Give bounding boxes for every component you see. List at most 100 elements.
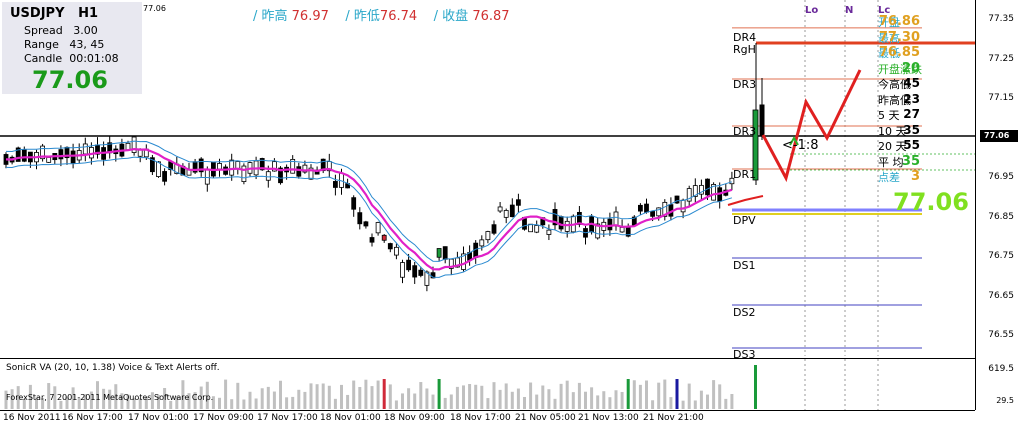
volume-bar — [144, 397, 148, 409]
stats-row-value: 27 — [903, 107, 920, 121]
candle — [619, 227, 625, 233]
volume-bar — [120, 393, 124, 409]
volume-bar — [35, 397, 38, 409]
candle-row: Candle 00:01:08 — [24, 52, 119, 65]
candle — [577, 211, 582, 225]
candle — [46, 157, 52, 163]
time-tick: 16 Nov 2011 — [3, 413, 61, 423]
candle — [442, 246, 448, 260]
candle — [406, 259, 412, 271]
volume-bar — [645, 380, 648, 409]
small-price: 77.06 — [143, 4, 166, 13]
volume-bar — [480, 385, 484, 409]
main-chart-pane[interactable]: USDJPY H1 Spread 3.00 Range 43, 45 Candl… — [0, 0, 975, 361]
candle — [40, 145, 45, 160]
volume-bar — [16, 386, 20, 409]
time-axis[interactable]: 16 Nov 2011 16 Nov 17:00 17 Nov 01:00 17 No… — [0, 410, 975, 426]
ma-blue-upper — [5, 140, 733, 262]
volume-bar — [559, 383, 563, 409]
price-tick: 77.35 — [988, 14, 1014, 24]
candle — [705, 178, 710, 196]
stats-row-value: 55 — [903, 138, 920, 152]
volume-bar — [163, 387, 167, 409]
level-ds1: DS1 — [733, 259, 756, 272]
volume-bar — [529, 382, 533, 409]
price-tick: 76.85 — [988, 211, 1014, 222]
volume-bar — [425, 388, 429, 409]
volume-bar — [242, 399, 246, 409]
time-tick: 21 Nov 05:00 — [515, 413, 576, 423]
level-ds3: DS3 — [733, 348, 756, 361]
volume-bar — [150, 392, 154, 409]
level-dr4: DR4 — [733, 31, 757, 44]
stats-row-value: 76.86 — [878, 14, 920, 29]
ratio-label: <-1:8 — [782, 138, 819, 153]
candle — [412, 265, 418, 278]
volume-bar — [327, 385, 331, 409]
candle — [125, 142, 131, 151]
stats-row-value: 77.30 — [878, 29, 920, 45]
candle — [656, 207, 662, 217]
candle — [162, 171, 168, 182]
volume-bar — [77, 398, 81, 409]
volume-bar — [376, 380, 380, 409]
volume-bar — [181, 380, 185, 409]
level-ds2: DS2 — [733, 306, 756, 319]
volume-bar — [175, 395, 179, 409]
candle — [369, 237, 375, 243]
price-axis[interactable]: 77.35 77.25 77.15 76.95 76.85 76.75 76.65 76.55… — [975, 0, 1018, 410]
candle — [15, 147, 21, 162]
volume-bar — [10, 389, 14, 409]
volume-chart — [4, 359, 879, 411]
volume-bar — [340, 384, 343, 409]
candle — [680, 199, 686, 213]
candle — [156, 161, 161, 177]
ma-blue-lower — [5, 156, 733, 278]
candle — [204, 169, 210, 185]
volume-bar — [431, 394, 435, 409]
stats-row-label: 昨高低 — [878, 93, 911, 107]
volume-bar — [291, 396, 295, 409]
candle — [485, 231, 491, 241]
volume-indicator-pane[interactable]: SonicR VA (20, 10, 1.38) Voice & Text Al… — [0, 358, 975, 411]
candle — [241, 165, 247, 182]
price-tick: 76.55 — [988, 330, 1014, 340]
candle — [613, 211, 619, 227]
volume-bar — [437, 379, 441, 409]
volume-bar — [419, 382, 423, 409]
candle — [82, 143, 88, 155]
candle — [357, 212, 363, 225]
volume-bar — [236, 382, 240, 409]
candle — [70, 150, 76, 164]
volume-bar — [138, 398, 142, 409]
stats-row-label: 最低 — [878, 47, 900, 60]
candle — [552, 209, 558, 226]
volume-bar — [199, 386, 203, 409]
volume-bar — [224, 379, 228, 409]
time-tick: 17 Nov 17:00 — [257, 413, 318, 423]
volume-axis-top: 619.5 — [988, 364, 1014, 374]
marker-n: N — [845, 5, 854, 16]
price-tick: 76.75 — [988, 251, 1014, 261]
candle — [752, 109, 759, 181]
stats-row-value: 45 — [903, 76, 920, 90]
marker-lo: Lo — [805, 5, 819, 16]
volume-bar — [315, 384, 319, 409]
price-chart[interactable] — [0, 0, 975, 356]
volume-bar — [254, 398, 258, 409]
volume-bar — [718, 384, 722, 409]
time-tick: 21 Nov 13:00 — [578, 413, 639, 423]
candle — [375, 222, 381, 234]
volume-bar — [486, 398, 490, 409]
stats-row-value: 76.85 — [878, 45, 920, 60]
candle — [149, 157, 155, 173]
candle — [662, 201, 668, 217]
volume-bar — [193, 392, 197, 409]
volume-bar — [358, 386, 362, 409]
volume-bar — [724, 398, 728, 409]
current-price-display: 77.06 — [32, 66, 108, 94]
candle — [674, 195, 680, 204]
volume-bar — [535, 394, 539, 409]
candle — [290, 159, 296, 174]
